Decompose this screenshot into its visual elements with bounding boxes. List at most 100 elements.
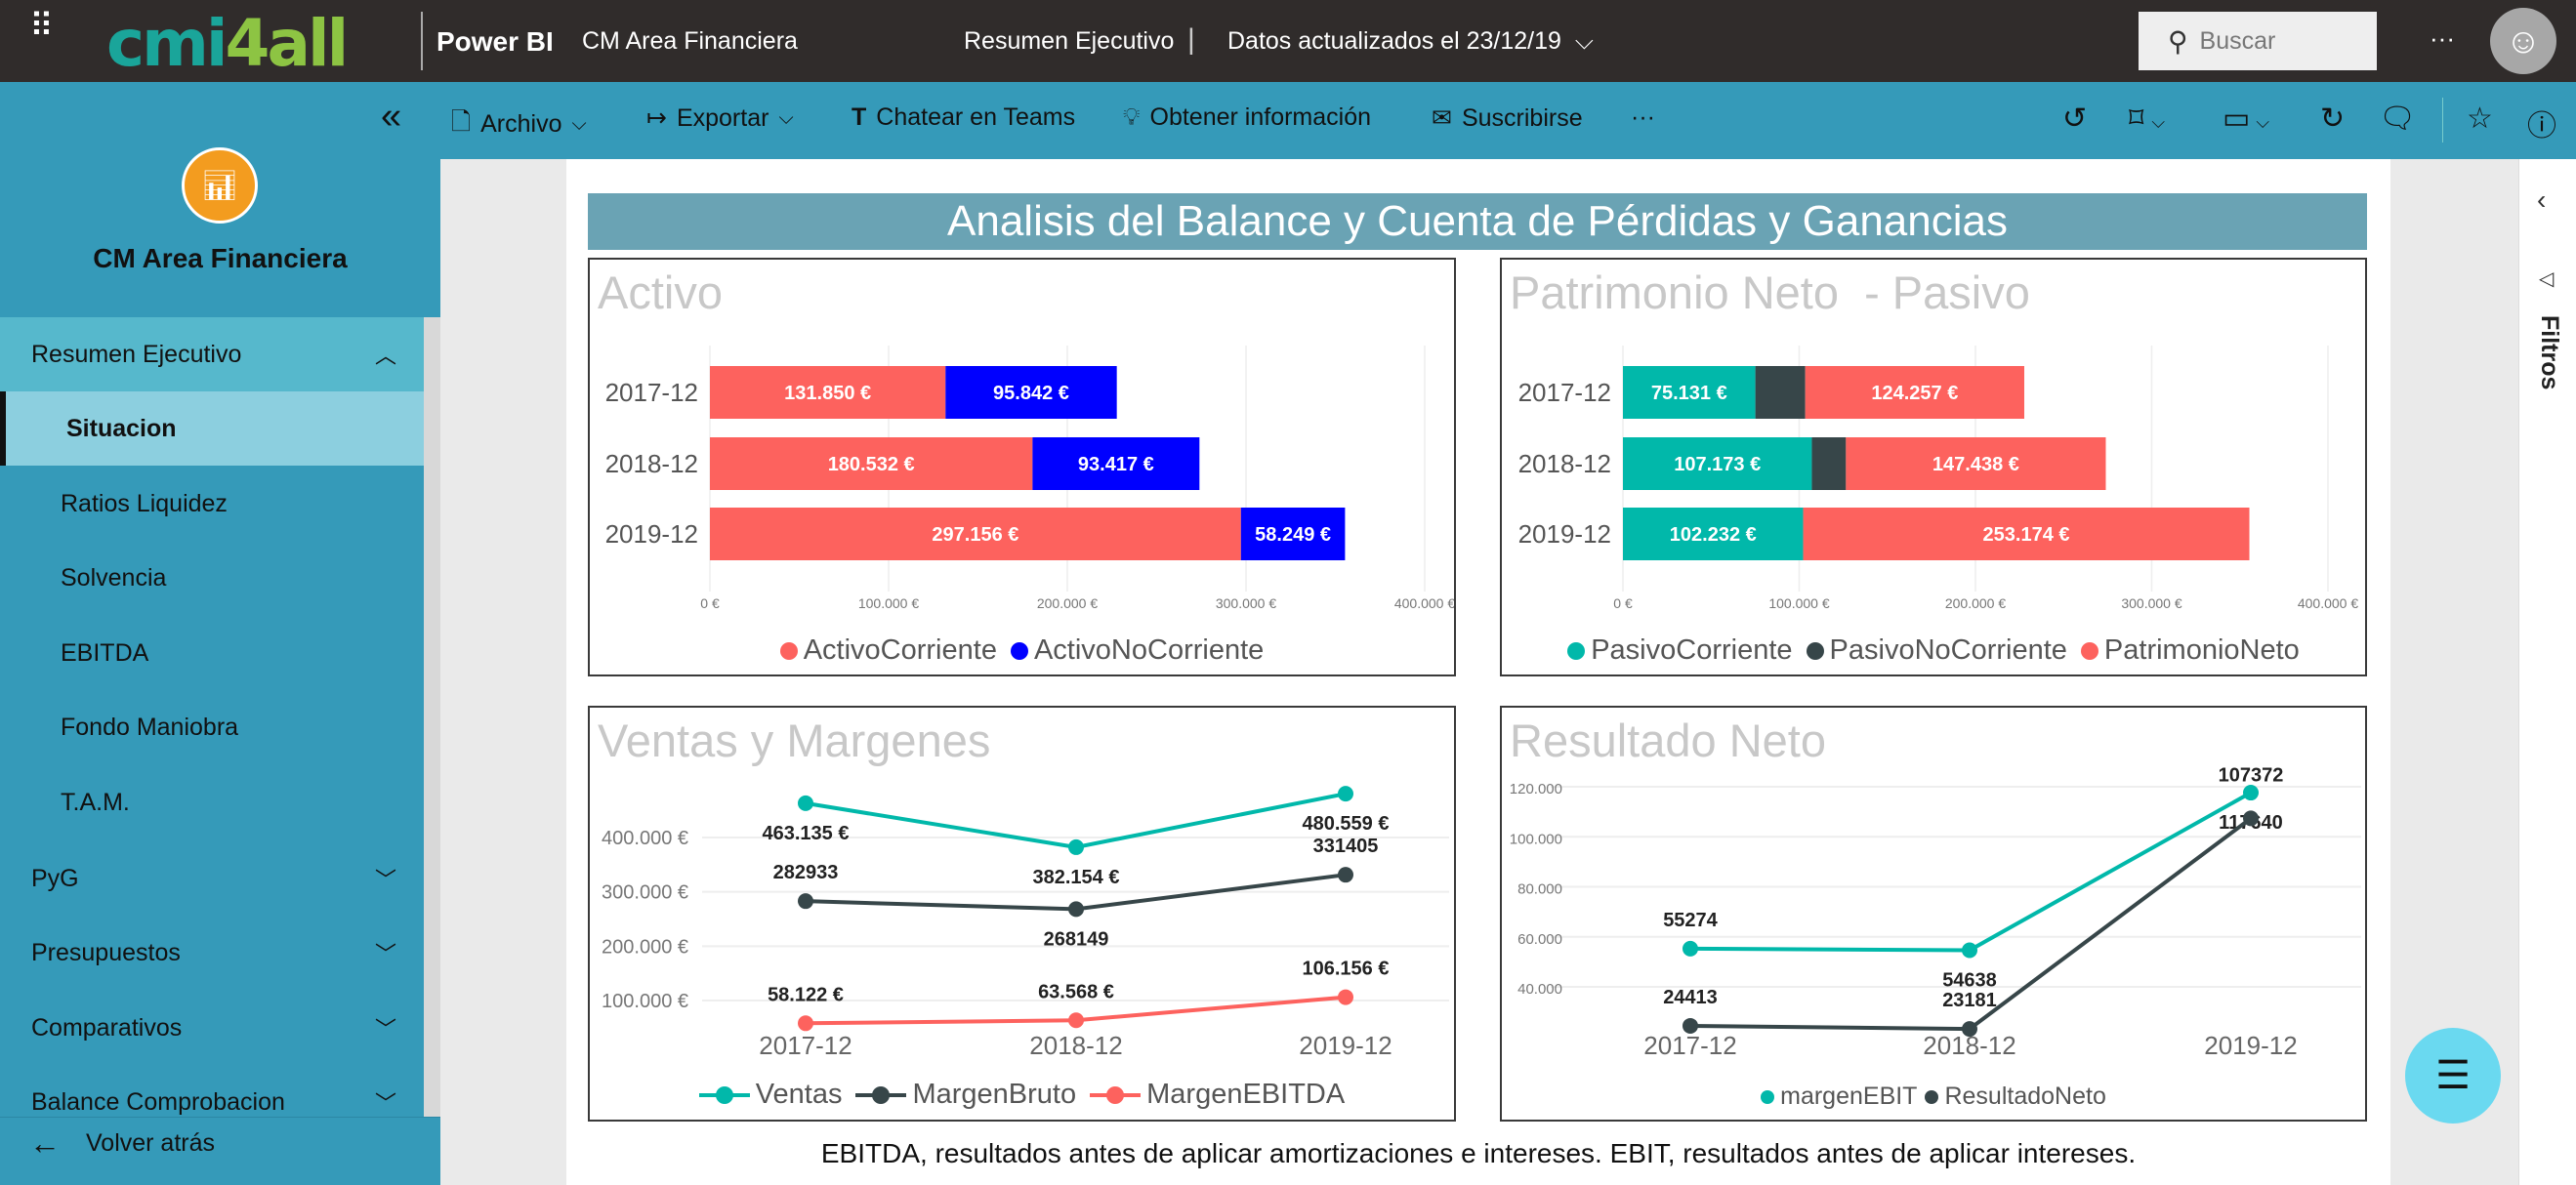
- divider: [421, 12, 423, 70]
- data-updated-dropdown[interactable]: Datos actualizados el 23/12/19 ⌵: [1227, 27, 1594, 56]
- teams-chat-button[interactable]: T Chatear en Teams: [852, 103, 1075, 132]
- legend-item[interactable]: ResultadoNeto: [1925, 1083, 2106, 1111]
- favorite-star-icon[interactable]: ☆: [2467, 102, 2493, 135]
- x-category-label: 2018-12: [1029, 1031, 1122, 1060]
- nav-item-solvencia[interactable]: Solvencia: [0, 541, 424, 615]
- legend-item[interactable]: Ventas: [698, 1079, 843, 1111]
- more-toolbar-button[interactable]: ···: [1631, 103, 1655, 131]
- patrimonio-pasivo-chart[interactable]: Patrimonio Neto - Pasivo 0 € 100.000 € 200…: [1500, 258, 2367, 676]
- resultado-neto-chart[interactable]: Resultado Neto 40.000 60.000 80.000 100.000…: [1500, 706, 2367, 1122]
- chevron-left-icon[interactable]: ‹: [2537, 184, 2547, 215]
- bar-segment: [710, 366, 946, 419]
- legend-dot-icon: [779, 641, 798, 660]
- legend-label: MargenBruto: [912, 1079, 1077, 1110]
- legend-line-icon: [698, 1085, 750, 1104]
- exportar-menu[interactable]: ↦ Exportar ⌵: [646, 103, 794, 133]
- data-label: 131.850 €: [784, 383, 871, 404]
- data-label: 124.257 €: [1871, 383, 1958, 404]
- file-icon: 🗋: [451, 108, 472, 136]
- legend-label: PatrimonioNeto: [2103, 634, 2300, 666]
- nav-section-presupuestos[interactable]: Presupuestos ﹀: [0, 916, 424, 990]
- chart-title: Resultado Neto: [1510, 715, 1826, 766]
- nav-section-resumen-ejecutivo[interactable]: Resumen Ejecutivo ︿: [0, 317, 424, 391]
- search-input[interactable]: Buscar: [2199, 26, 2276, 55]
- search-box[interactable]: ⚲ Buscar: [2139, 12, 2377, 70]
- data-point: [2243, 810, 2259, 827]
- export-icon: ↦: [646, 104, 667, 132]
- avatar[interactable]: ☺: [2490, 8, 2556, 74]
- nav-item-fondo-maniobra[interactable]: Fondo Maniobra: [0, 690, 424, 764]
- mail-icon: ✉: [1432, 104, 1452, 132]
- legend-item[interactable]: MargenBruto: [855, 1079, 1076, 1111]
- data-label: 253.174 €: [1983, 524, 2070, 546]
- view-icon[interactable]: ▭ ⌵: [2223, 102, 2270, 135]
- legend-item[interactable]: MargenEBITDA: [1090, 1079, 1345, 1111]
- legend-label: ActivoCorriente: [803, 634, 997, 666]
- legend-item[interactable]: ActivoCorriente: [779, 634, 997, 667]
- bar-segment: [710, 508, 1241, 560]
- back-button[interactable]: ← Volver atrás: [29, 1125, 215, 1162]
- ventas-margenes-chart[interactable]: Ventas y Margenes 100.000 € 200.000 € 300.…: [588, 706, 1456, 1122]
- collapse-nav-icon[interactable]: «: [381, 96, 402, 137]
- nav-section-comparativos[interactable]: Comparativos ﹀: [0, 991, 424, 1065]
- y-category-label: 2019-12: [1518, 519, 1611, 549]
- data-point: [1962, 942, 1977, 959]
- nav-item-ebitda[interactable]: EBITDA: [0, 616, 424, 690]
- insights-button[interactable]: 💡︎ Obtener información: [1123, 103, 1371, 132]
- legend-item[interactable]: PasivoNoCorriente: [1806, 634, 2067, 667]
- bar-segment: [1846, 437, 2106, 490]
- data-updated-text: Datos actualizados el 23/12/19: [1227, 27, 1561, 55]
- x-category-label: 2019-12: [2204, 1031, 2297, 1060]
- data-label: 75.131 €: [1651, 383, 1727, 404]
- data-point: [1068, 901, 1084, 918]
- logo-text-4all: 4all: [225, 6, 350, 81]
- x-tick-label: 300.000 €: [2121, 595, 2181, 611]
- x-tick-label: 100.000 €: [858, 595, 919, 611]
- subscribe-button[interactable]: ✉ Suscribirse: [1432, 103, 1583, 133]
- comment-icon[interactable]: 🗨︎: [2379, 102, 2417, 135]
- legend-item[interactable]: margenEBIT: [1761, 1083, 1917, 1111]
- bar-segment: [1811, 437, 1847, 490]
- sidebar-scrollbar[interactable]: [424, 317, 440, 1117]
- legend-item[interactable]: ActivoNoCorriente: [1010, 634, 1264, 667]
- chart-legend: ActivoCorriente ActivoNoCorriente: [590, 634, 1454, 667]
- section-label: Balance Comprobacion: [31, 1087, 285, 1116]
- bookmark-icon[interactable]: ⌑ ⌵: [2129, 102, 2166, 135]
- app-launcher-icon[interactable]: ⠿: [29, 8, 54, 45]
- filters-label[interactable]: Filtros: [2536, 315, 2563, 390]
- data-label: 55274: [1663, 910, 1718, 931]
- nav-section-balance-comprobacion[interactable]: Balance Comprobacion ﹀: [0, 1065, 424, 1117]
- legend-item[interactable]: PatrimonioNeto: [2080, 634, 2300, 667]
- undo-icon[interactable]: ↺: [2062, 102, 2088, 135]
- section-label: Presupuestos: [31, 938, 181, 966]
- product-name[interactable]: Power BI: [436, 26, 554, 57]
- chart-title: Ventas y Margenes: [598, 715, 991, 766]
- filters-fab-button[interactable]: ☰: [2405, 1028, 2501, 1124]
- activo-chart[interactable]: Activo 0 € 100.000 € 200.000 € 300.000 € 400…: [588, 258, 1456, 676]
- legend-item[interactable]: PasivoCorriente: [1567, 634, 1793, 667]
- report-title-banner: Analisis del Balance y Cuenta de Pérdida…: [588, 193, 2367, 250]
- data-point: [1338, 989, 1353, 1005]
- nav-item-situacion[interactable]: Situacion: [0, 391, 424, 466]
- nav-section-pyg[interactable]: PyG ﹀: [0, 841, 424, 916]
- nav-item-tam[interactable]: T.A.M.: [0, 765, 424, 839]
- archivo-label: Archivo: [480, 110, 562, 138]
- chevron-down-icon: ﹀: [374, 1091, 396, 1116]
- pasivo-bar-chart: 0 € 100.000 € 200.000 € 300.000 € 400.000 € 2…: [1518, 346, 2358, 611]
- workspace-name[interactable]: CM Area Financiera: [582, 27, 798, 55]
- data-point: [1338, 867, 1353, 883]
- chevron-down-icon: ﹀: [374, 942, 396, 966]
- archivo-menu[interactable]: 🗋 Archivo ⌵: [451, 103, 587, 145]
- chart-title: Patrimonio Neto - Pasivo: [1510, 266, 2030, 318]
- filters-pane[interactable]: ‹ ◁ Filtros: [2518, 159, 2576, 1185]
- y-category-label: 2018-12: [1518, 449, 1611, 478]
- nav-item-label: EBITDA: [61, 638, 149, 667]
- refresh-icon[interactable]: ↻: [2320, 102, 2346, 135]
- x-tick-label: 100.000 €: [1768, 595, 1829, 611]
- info-icon[interactable]: ⓘ: [2527, 110, 2556, 143]
- legend-label: Ventas: [755, 1079, 843, 1110]
- more-options-button[interactable]: ···: [2430, 23, 2455, 53]
- data-label: 93.417 €: [1078, 454, 1154, 475]
- nav-item-ratios-liquidez[interactable]: Ratios Liquidez: [0, 467, 424, 541]
- y-tick-label: 400.000 €: [602, 828, 688, 849]
